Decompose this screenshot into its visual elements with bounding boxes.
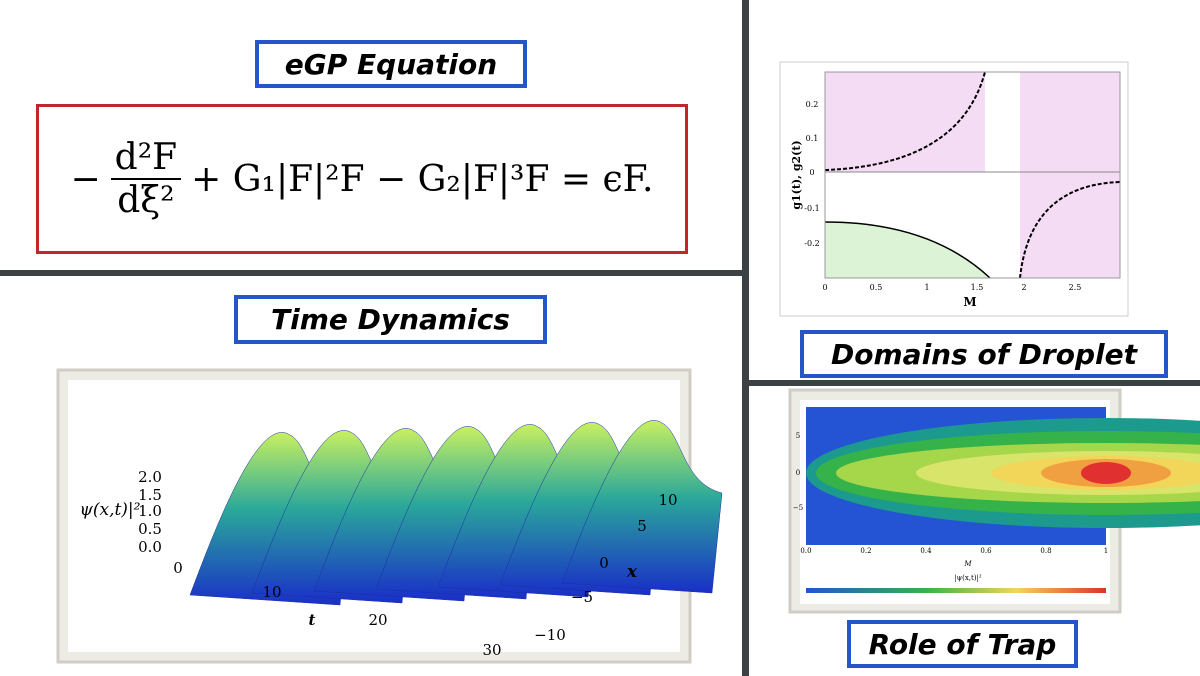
label: −5: [571, 588, 593, 606]
label: −5: [793, 504, 803, 512]
region: [1020, 72, 1120, 278]
label: M: [963, 560, 972, 568]
label: 2: [1021, 283, 1026, 292]
contour: [1081, 462, 1131, 484]
heading: Time Dynamics: [234, 295, 547, 344]
divider: [745, 380, 1200, 386]
equation-sign: −: [70, 158, 101, 200]
label: 0.0: [138, 538, 162, 556]
label: 1.5: [971, 283, 984, 292]
divider: [0, 270, 745, 276]
label: 0.8: [1040, 547, 1051, 555]
label: 10: [658, 491, 677, 509]
label: -0.1: [804, 204, 819, 213]
label: x: [626, 562, 638, 582]
label: 0.4: [920, 547, 932, 555]
label: 0.1: [806, 134, 819, 143]
label: 0.2: [860, 547, 871, 555]
curve: [1019, 181, 1121, 279]
label: g1(t), g2(t): [790, 140, 803, 209]
label: 10: [262, 583, 281, 601]
label: 30: [482, 641, 501, 659]
numerator: d²F: [110, 137, 182, 180]
label: t: [309, 611, 316, 629]
region: [825, 222, 990, 278]
label: 1: [924, 283, 929, 292]
heading: Role of Trap: [847, 620, 1078, 668]
divider: [742, 0, 749, 676]
label: 1.5: [138, 486, 162, 504]
label: 0.2: [806, 100, 819, 109]
heading: eGP Equation: [255, 40, 527, 88]
label: 0: [809, 168, 814, 177]
label: 0: [173, 559, 183, 577]
label: 2.5: [1069, 283, 1082, 292]
label: 0: [796, 469, 800, 477]
label: 5: [637, 517, 647, 535]
label: 5: [796, 432, 800, 440]
label: 0.5: [870, 283, 883, 292]
colorbar: [806, 588, 1106, 593]
label: 0.5: [138, 520, 162, 538]
label: −10: [534, 626, 566, 644]
fraction: d²F dξ²: [110, 137, 182, 221]
label: ψ(x,t)|²: [80, 500, 141, 520]
label: 1: [1104, 547, 1108, 555]
label: 0: [822, 283, 827, 292]
wave: [561, 420, 723, 594]
label: 0.0: [800, 547, 811, 555]
label: 20: [368, 611, 387, 629]
equation-rest: + G₁|F|²F − G₂|F|³F = ϵF.: [191, 158, 654, 200]
equation: − d²F dξ² + G₁|F|²F − G₂|F|³F = ϵF.: [36, 104, 688, 254]
label: |ψ(x,t)|²: [954, 574, 982, 582]
label: 0.6: [980, 547, 992, 555]
label: 2.0: [138, 468, 162, 486]
denominator: dξ²: [117, 180, 175, 221]
label: -0.2: [804, 239, 819, 248]
label: M: [963, 295, 976, 309]
curve: [824, 221, 991, 279]
curve: [824, 71, 986, 171]
label: 0: [599, 554, 609, 572]
plot-area: [824, 71, 1121, 279]
heading: Domains of Droplet: [800, 330, 1168, 378]
label: 1.0: [138, 502, 162, 520]
